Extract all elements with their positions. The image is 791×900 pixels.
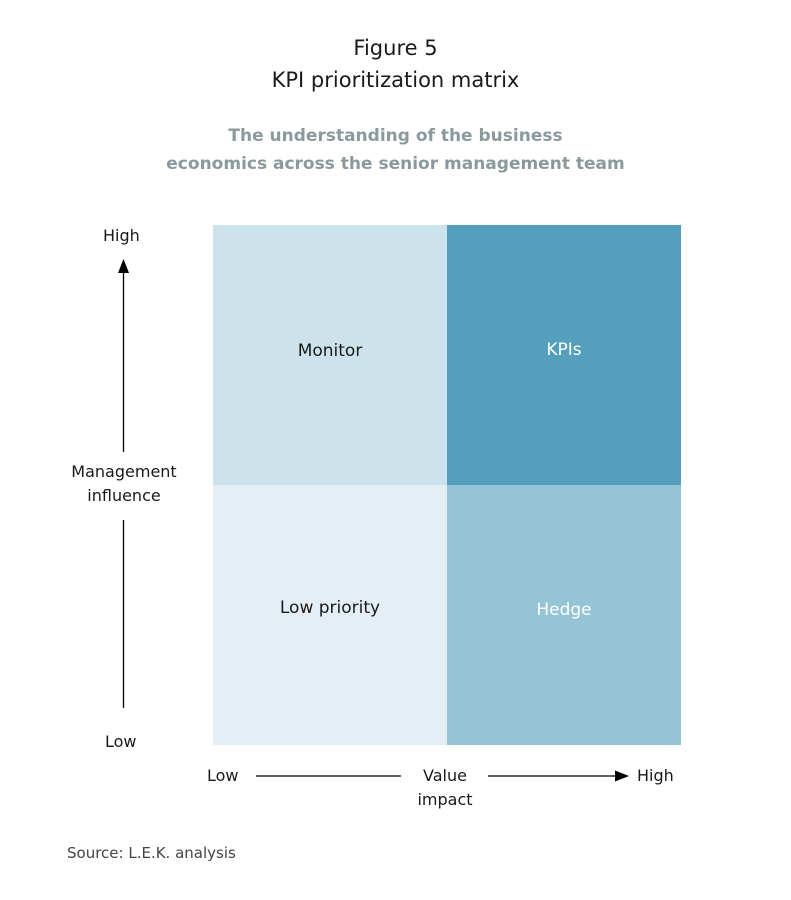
y-axis-arrowhead-icon [118,259,129,273]
y-axis-title-line-2: influence [87,486,161,505]
source-note: Source: L.E.K. analysis [67,844,236,862]
y-axis-title: Management influence [56,460,192,508]
quadrant-low-priority: Low priority [213,485,447,745]
quadrant-kpis: KPIs [447,225,681,485]
quadrant-hedge: Hedge [447,485,681,745]
subtitle-line-1: The understanding of the business [228,126,563,146]
y-axis-title-line-1: Management [71,462,177,481]
quadrant-monitor: Monitor [213,225,447,485]
y-axis-low-label: Low [105,732,137,751]
x-axis-arrowhead-icon [615,770,629,782]
x-axis-title-line-1: Value [423,766,467,785]
quadrant-monitor-label: Monitor [297,341,363,361]
subtitle-line-2: economics across the senior management t… [166,154,625,174]
x-axis-title: Value impact [395,764,495,812]
quadrant-kpis-label: KPIs [546,340,582,360]
x-axis-high-label: High [637,766,674,785]
x-axis-title-line-2: impact [417,790,473,809]
y-axis-high-label: High [103,226,140,245]
quadrant-hedge-label: Hedge [536,600,592,620]
quadrant-low-priority-label: Low priority [279,598,381,618]
figure-title: KPI prioritization matrix [271,68,520,92]
x-axis-low-label: Low [207,766,239,785]
matrix-subtitle: The understanding of the business econom… [0,122,791,178]
figure-label: Figure 5 [353,36,438,60]
